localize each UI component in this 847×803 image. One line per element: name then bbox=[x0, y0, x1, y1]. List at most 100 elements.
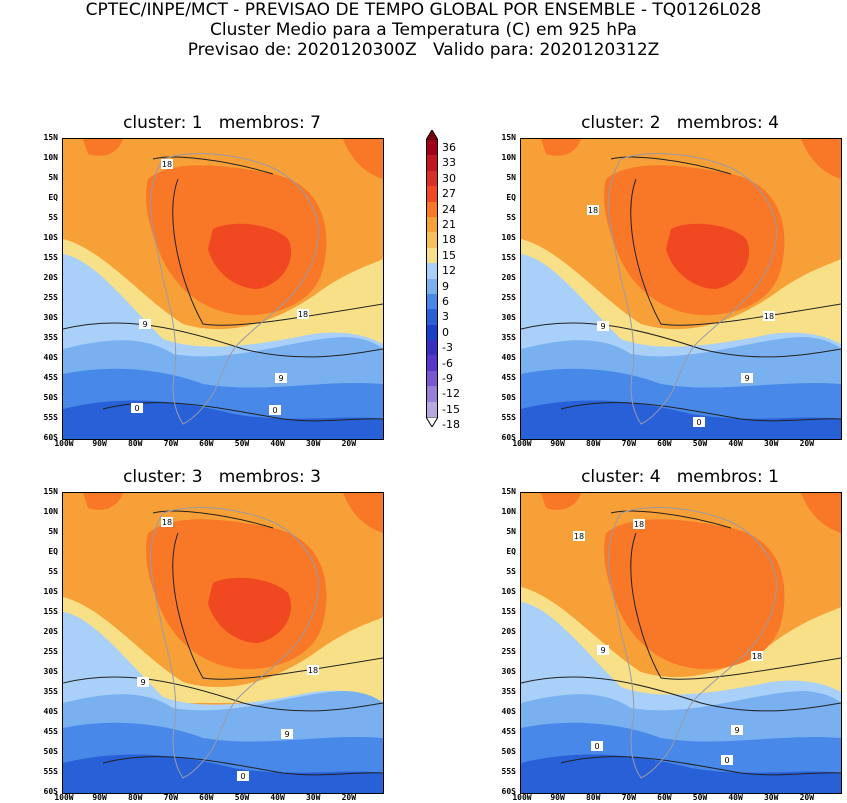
lon-tick-label: 90W bbox=[92, 793, 107, 802]
lat-tick-label: 5N bbox=[48, 527, 58, 536]
lon-tick-label: 100W bbox=[54, 439, 74, 448]
colorbar-swatch bbox=[426, 340, 438, 356]
contour-label: 18 bbox=[298, 310, 308, 319]
lat-tick-label: 30S bbox=[501, 313, 516, 322]
lon-tick-label: 70W bbox=[163, 793, 179, 802]
temperature-field: 18 18 18 9 9 0 0 bbox=[521, 493, 841, 793]
lon-tick-label: 80W bbox=[585, 439, 601, 448]
lat-tick-label: 35S bbox=[43, 333, 58, 342]
lat-tick-label: 15S bbox=[43, 607, 58, 616]
lon-tick-label: 60W bbox=[199, 793, 214, 802]
contour-label: 0 bbox=[724, 756, 729, 765]
lon-tick-label: 100W bbox=[512, 793, 532, 802]
lat-tick-label: EQ bbox=[506, 193, 516, 202]
map-panel-2: 18 18 9 9 0 bbox=[520, 138, 842, 440]
colorbar-label: -12 bbox=[442, 387, 460, 401]
lon-tick-label: 90W bbox=[550, 793, 565, 802]
contour-label: 18 bbox=[588, 206, 598, 215]
temperature-band bbox=[801, 493, 841, 533]
contour-label-box bbox=[137, 677, 149, 687]
contour-label-box bbox=[763, 311, 775, 321]
temperature-band bbox=[83, 139, 123, 156]
lat-tick-label: 35S bbox=[501, 333, 516, 342]
header-line-3: Previsao de: 2020120300Z Valido para: 20… bbox=[187, 40, 660, 60]
lon-tick-label: 40W bbox=[270, 439, 285, 448]
lon-tick-label: 50W bbox=[234, 793, 250, 802]
lat-tick-label: 15N bbox=[501, 487, 516, 496]
contour-line bbox=[560, 402, 841, 422]
contour-line bbox=[172, 178, 383, 326]
contour-line bbox=[610, 156, 732, 175]
lat-tick-label: 10S bbox=[43, 233, 58, 242]
colorbar-swatch bbox=[426, 324, 438, 341]
lon-tick-label: 100W bbox=[512, 439, 532, 448]
lat-tick-label: 55S bbox=[501, 767, 516, 776]
colorbar-label: -18 bbox=[442, 418, 460, 432]
contour-label: 9 bbox=[600, 646, 605, 655]
contour-label-box bbox=[597, 645, 609, 655]
colorbar-swatch bbox=[426, 309, 438, 325]
lat-tick-label: 60S bbox=[43, 787, 58, 796]
lon-tick-label: 40W bbox=[728, 793, 743, 802]
coastline bbox=[607, 507, 777, 779]
contour-label: 9 bbox=[278, 374, 283, 383]
lon-tick-label: 20W bbox=[799, 439, 815, 448]
lat-tick-label: 50S bbox=[43, 747, 58, 756]
contour-label-box bbox=[237, 771, 249, 781]
colorbar-swatch bbox=[426, 232, 438, 248]
temperature-band bbox=[63, 754, 383, 793]
lon-tick-label: 70W bbox=[621, 793, 637, 802]
colorbar-label: 36 bbox=[442, 141, 456, 154]
lat-tick-label: 10N bbox=[501, 153, 516, 162]
lat-tick-label: 15N bbox=[43, 133, 58, 142]
contour-label: 0 bbox=[134, 404, 139, 413]
contour-label: 9 bbox=[142, 320, 147, 329]
lat-tick-label: 15S bbox=[43, 253, 58, 262]
temperature-band bbox=[801, 139, 841, 179]
lat-tick-label: 20S bbox=[501, 273, 516, 282]
map-panel-1: 18 18 9 9 0 0 bbox=[62, 138, 384, 440]
lat-tick-label: 45S bbox=[501, 373, 516, 382]
contour-label-box bbox=[731, 725, 743, 735]
contour-label: 9 bbox=[140, 678, 145, 687]
contour-label-box bbox=[751, 651, 763, 661]
lon-tick-label: 50W bbox=[234, 439, 250, 448]
lat-tick-label: 5N bbox=[506, 173, 516, 182]
lon-tick-label: 50W bbox=[692, 793, 708, 802]
contour-label-box bbox=[591, 741, 603, 751]
header-line-2: Cluster Medio para a Temperatura (C) em … bbox=[210, 20, 637, 40]
colorbar-label: 15 bbox=[442, 248, 456, 262]
colorbar bbox=[426, 130, 438, 428]
temperature-band bbox=[208, 577, 292, 643]
colorbar-label: 33 bbox=[442, 156, 456, 170]
coastline bbox=[607, 153, 777, 425]
contour-label-box bbox=[741, 373, 753, 383]
lon-tick-label: 90W bbox=[92, 439, 107, 448]
lon-tick-label: 30W bbox=[763, 793, 779, 802]
contour-label-box bbox=[139, 319, 151, 329]
contour-label: 18 bbox=[752, 652, 762, 661]
lon-tick-label: 50W bbox=[692, 439, 708, 448]
lon-tick-label: 70W bbox=[621, 439, 637, 448]
lat-tick-label: 40S bbox=[43, 353, 58, 362]
lon-tick-label: 80W bbox=[127, 439, 143, 448]
contour-label: 9 bbox=[600, 322, 605, 331]
lat-tick-label: 40S bbox=[501, 707, 516, 716]
lat-tick-label: 20S bbox=[43, 273, 58, 282]
colorbar-swatch bbox=[426, 263, 438, 279]
panel-title-1: cluster: 1 membros: 7 bbox=[123, 113, 321, 133]
lon-tick-label: 40W bbox=[728, 439, 743, 448]
lat-tick-label: 35S bbox=[43, 687, 58, 696]
temperature-band bbox=[604, 519, 785, 670]
temperature-band bbox=[208, 223, 292, 289]
colorbar-swatch bbox=[426, 155, 438, 171]
panel-title-3: cluster: 3 membros: 3 bbox=[123, 467, 321, 487]
colorbar-swatch bbox=[426, 170, 438, 187]
colorbar-label: -6 bbox=[442, 356, 453, 370]
colorbar-swatch bbox=[426, 386, 438, 402]
lon-tick-label: 30W bbox=[305, 793, 321, 802]
contour-label: 0 bbox=[272, 406, 277, 415]
contour-line bbox=[152, 156, 274, 175]
lon-tick-label: 30W bbox=[305, 439, 321, 448]
lat-tick-label: 5S bbox=[506, 213, 516, 222]
